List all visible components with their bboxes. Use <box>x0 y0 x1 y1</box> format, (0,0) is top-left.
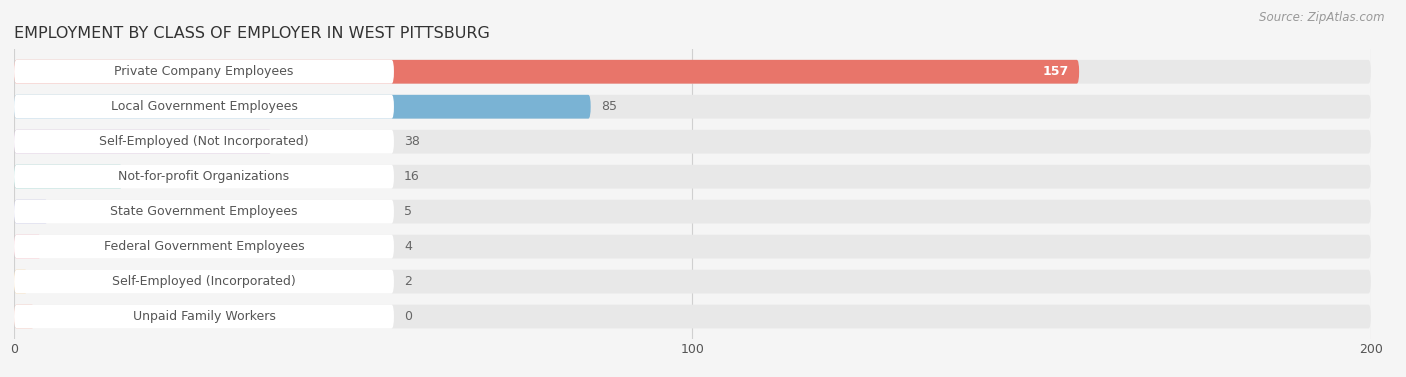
FancyBboxPatch shape <box>14 130 271 153</box>
Text: 5: 5 <box>404 205 412 218</box>
FancyBboxPatch shape <box>14 270 1371 293</box>
Text: Self-Employed (Not Incorporated): Self-Employed (Not Incorporated) <box>100 135 309 148</box>
FancyBboxPatch shape <box>14 305 394 328</box>
FancyBboxPatch shape <box>14 270 28 293</box>
FancyBboxPatch shape <box>14 200 48 224</box>
Text: 2: 2 <box>404 275 412 288</box>
FancyBboxPatch shape <box>14 165 122 188</box>
Text: 4: 4 <box>404 240 412 253</box>
FancyBboxPatch shape <box>14 60 394 84</box>
FancyBboxPatch shape <box>14 60 1371 84</box>
FancyBboxPatch shape <box>14 270 394 293</box>
FancyBboxPatch shape <box>14 305 34 328</box>
Text: Not-for-profit Organizations: Not-for-profit Organizations <box>118 170 290 183</box>
FancyBboxPatch shape <box>14 95 591 119</box>
Text: Unpaid Family Workers: Unpaid Family Workers <box>132 310 276 323</box>
FancyBboxPatch shape <box>14 235 394 259</box>
Text: Local Government Employees: Local Government Employees <box>111 100 298 113</box>
FancyBboxPatch shape <box>14 305 1371 328</box>
Text: 38: 38 <box>404 135 420 148</box>
FancyBboxPatch shape <box>14 235 41 259</box>
Text: Federal Government Employees: Federal Government Employees <box>104 240 304 253</box>
FancyBboxPatch shape <box>14 200 394 224</box>
Text: 16: 16 <box>404 170 420 183</box>
FancyBboxPatch shape <box>14 235 1371 259</box>
FancyBboxPatch shape <box>14 130 1371 153</box>
Text: Self-Employed (Incorporated): Self-Employed (Incorporated) <box>112 275 295 288</box>
FancyBboxPatch shape <box>14 95 394 119</box>
Text: 85: 85 <box>600 100 617 113</box>
Text: State Government Employees: State Government Employees <box>110 205 298 218</box>
Text: 0: 0 <box>404 310 412 323</box>
Text: EMPLOYMENT BY CLASS OF EMPLOYER IN WEST PITTSBURG: EMPLOYMENT BY CLASS OF EMPLOYER IN WEST … <box>14 26 489 41</box>
Text: Private Company Employees: Private Company Employees <box>114 65 294 78</box>
FancyBboxPatch shape <box>14 95 1371 119</box>
FancyBboxPatch shape <box>14 165 394 188</box>
FancyBboxPatch shape <box>14 60 1080 84</box>
FancyBboxPatch shape <box>14 130 394 153</box>
Text: Source: ZipAtlas.com: Source: ZipAtlas.com <box>1260 11 1385 24</box>
FancyBboxPatch shape <box>14 200 1371 224</box>
FancyBboxPatch shape <box>14 165 1371 188</box>
Text: 157: 157 <box>1043 65 1069 78</box>
